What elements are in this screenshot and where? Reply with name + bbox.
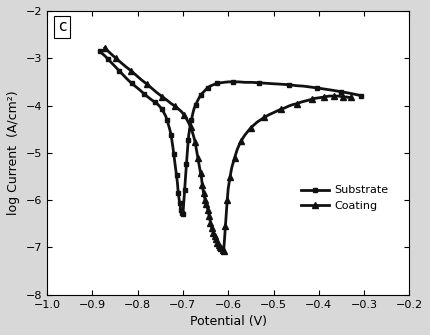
Substrate [175, 181, 180, 185]
Substrate [161, 111, 166, 115]
Substrate [175, 186, 181, 190]
Substrate [160, 107, 165, 111]
Substrate [172, 159, 177, 163]
Substrate [100, 52, 105, 56]
Substrate [164, 118, 169, 122]
Y-axis label: log Current  (A/cm²): log Current (A/cm²) [7, 90, 20, 215]
Substrate [176, 195, 181, 199]
Substrate [129, 81, 134, 85]
Substrate [178, 204, 183, 208]
Legend: Substrate, Coating: Substrate, Coating [297, 181, 393, 215]
Coating [216, 244, 221, 248]
Substrate [133, 84, 138, 88]
Substrate [173, 166, 178, 171]
Substrate [102, 54, 108, 58]
Substrate [125, 77, 130, 81]
Substrate [121, 73, 126, 77]
Substrate [177, 201, 182, 205]
Substrate [97, 49, 102, 53]
Substrate [179, 209, 184, 213]
Substrate [169, 133, 174, 137]
Substrate [157, 105, 162, 109]
Coating [102, 46, 108, 50]
Substrate [167, 127, 172, 131]
Substrate [141, 92, 147, 96]
Substrate [174, 174, 179, 178]
Substrate [177, 198, 182, 202]
Coating [212, 233, 217, 238]
Substrate [152, 100, 157, 104]
Substrate [169, 139, 175, 143]
Substrate [113, 65, 118, 69]
Substrate [117, 69, 122, 73]
Substrate [149, 98, 154, 102]
Substrate [178, 206, 183, 210]
Substrate [105, 57, 111, 61]
Substrate [137, 88, 142, 92]
Substrate [180, 212, 185, 216]
Line: Coating: Coating [102, 45, 227, 254]
Substrate [155, 102, 160, 106]
Substrate [180, 211, 185, 215]
Coating [221, 249, 226, 253]
Substrate [170, 145, 175, 149]
Text: c: c [58, 19, 66, 35]
Substrate [178, 207, 184, 211]
Coating [207, 218, 212, 222]
X-axis label: Potential (V): Potential (V) [190, 315, 267, 328]
Substrate [179, 210, 184, 214]
Substrate [145, 95, 150, 99]
Coating [214, 240, 219, 244]
Substrate [163, 114, 168, 118]
Substrate [171, 152, 176, 156]
Coating [205, 206, 210, 210]
Substrate [109, 61, 114, 65]
Coating [218, 245, 223, 249]
Substrate [166, 122, 171, 126]
Line: Substrate: Substrate [98, 49, 185, 217]
Substrate [176, 191, 181, 195]
